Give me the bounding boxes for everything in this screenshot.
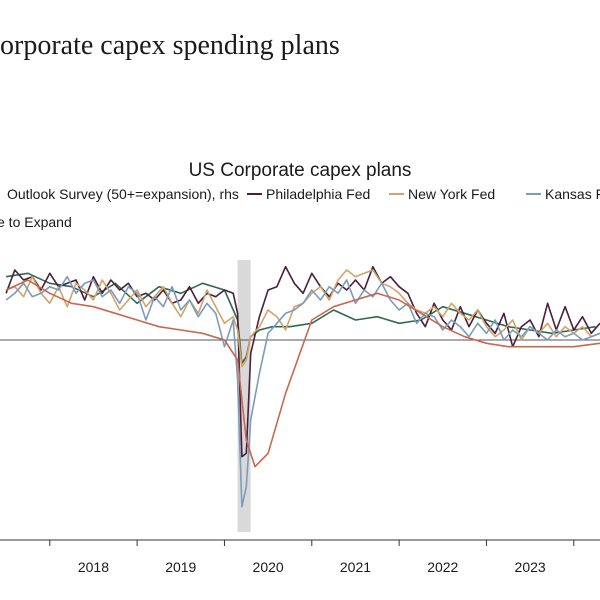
legend-label-kansas: Kansas F [545,186,600,202]
legend-item-outlook-survey: Outlook Survey (50+=expansion), rhs [0,186,239,202]
legend-label-outlook-survey: Outlook Survey (50+=expansion), rhs [7,186,239,202]
legend-item-kansas: Kansas F [526,186,600,202]
legend-item-expand: e to Expand [0,214,72,230]
legend-label-philadelphia-fed: Philadelphia Fed [266,186,371,202]
legend-item-philadelphia-fed: Philadelphia Fed [247,186,370,202]
x-tick-label: 2021 [340,559,371,575]
legend-swatch-kansas [526,193,541,195]
page-heading: orporate capex spending plans [0,30,340,61]
legend-item-new-york-fed: New York Fed [389,186,495,202]
x-tick-label: 2019 [165,559,196,575]
legend-label-expand: e to Expand [0,214,72,230]
series-line-2 [5,269,600,368]
x-tick-label: 2020 [253,559,284,575]
legend-swatch-philadelphia-fed [247,193,262,195]
legend-swatch-new-york-fed [389,193,404,195]
series-line-4 [5,279,600,468]
legend-label-new-york-fed: New York Fed [408,186,496,202]
series-line-3 [5,275,600,508]
x-tick-label: 2022 [427,559,458,575]
x-tick-label: 2018 [78,559,109,575]
chart-legend: Outlook Survey (50+=expansion), rhs Phil… [0,186,600,236]
x-tick-label: 2023 [515,559,546,575]
chart-title: US Corporate capex plans [188,160,412,181]
